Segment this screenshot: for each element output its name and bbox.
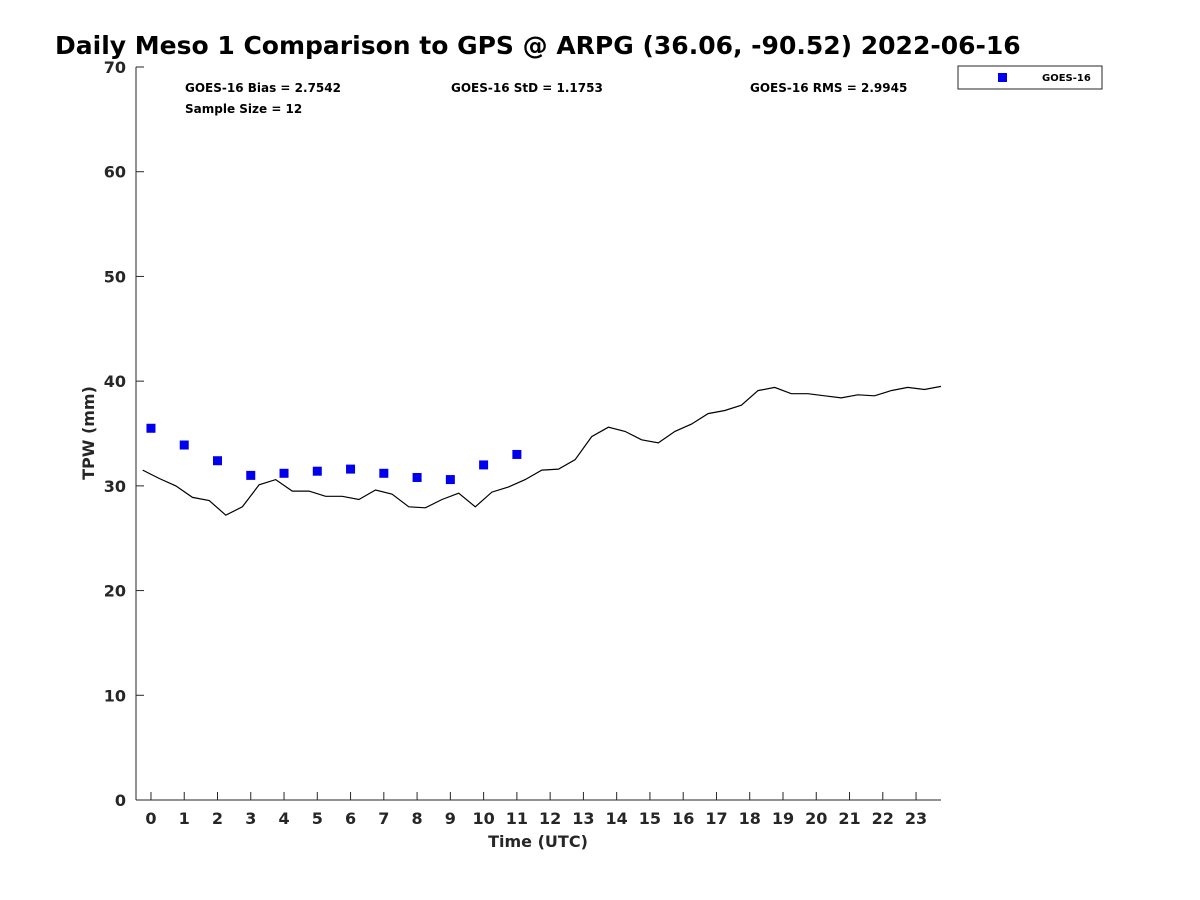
series-line [142, 385, 942, 516]
x-tick-label: 4 [278, 809, 289, 828]
x-tick-label: 18 [739, 809, 761, 828]
x-tick-label: 22 [872, 809, 894, 828]
x-tick-label: 5 [312, 809, 323, 828]
x-tick-label: 11 [506, 809, 528, 828]
data-point-goes16 [312, 466, 322, 476]
series-points-group [146, 423, 522, 485]
x-tick-label: 6 [345, 809, 356, 828]
x-tick-label: 10 [472, 809, 494, 828]
x-tick-label: 0 [145, 809, 156, 828]
stat-bias: GOES-16 Bias = 2.7542 [185, 81, 341, 95]
y-tick-label: 70 [104, 58, 126, 77]
x-tick-label: 3 [245, 809, 256, 828]
y-tick-label: 20 [104, 582, 126, 601]
x-tick-label: 1 [179, 809, 190, 828]
data-point-goes16 [146, 423, 156, 433]
data-point-goes16 [179, 440, 189, 450]
x-tick-label: 21 [838, 809, 860, 828]
data-point-goes16 [246, 470, 256, 480]
legend-box [957, 65, 1103, 90]
legend-marker-goes16 [998, 73, 1007, 82]
x-tick-label: 9 [445, 809, 456, 828]
stat-rms: GOES-16 RMS = 2.9945 [750, 81, 907, 95]
y-tick-label: 10 [104, 686, 126, 705]
y-tick-label: 40 [104, 372, 126, 391]
x-tick-label: 13 [572, 809, 594, 828]
chart-title: Daily Meso 1 Comparison to GPS @ ARPG (3… [55, 31, 1021, 60]
x-tick-label: 12 [539, 809, 561, 828]
x-tick-label: 17 [705, 809, 727, 828]
data-point-goes16 [212, 456, 222, 466]
y-ticks-group: 0 10 20 30 40 50 60 70 [104, 58, 144, 810]
x-tick-label: 8 [412, 809, 423, 828]
data-point-goes16 [279, 468, 289, 478]
x-axis-label: Time (UTC) [488, 832, 588, 851]
data-point-goes16 [479, 460, 489, 470]
legend: GOES-16 [957, 65, 1103, 90]
plot-background [136, 67, 941, 800]
x-tick-label: 7 [378, 809, 389, 828]
x-tick-label: 19 [772, 809, 794, 828]
y-tick-label: 50 [104, 267, 126, 286]
legend-label-goes16: GOES-16 [1042, 73, 1091, 84]
y-tick-label: 0 [115, 791, 126, 810]
data-point-goes16 [412, 472, 422, 482]
y-tick-label: 30 [104, 477, 126, 496]
data-point-goes16 [445, 475, 455, 485]
x-tick-label: 23 [905, 809, 927, 828]
data-point-goes16 [346, 464, 356, 474]
stat-sample-size: Sample Size = 12 [185, 102, 302, 116]
data-point-goes16 [512, 449, 522, 459]
x-tick-label: 2 [212, 809, 223, 828]
x-tick-label: 16 [672, 809, 694, 828]
data-point-goes16 [379, 468, 389, 478]
series-line-group [142, 385, 942, 516]
y-axis-label: TPW (mm) [79, 386, 98, 480]
y-tick-label: 60 [104, 163, 126, 182]
x-ticks-group: 0 1 2 3 4 5 6 7 8 9 10 11 12 13 14 15 16 17 18 19 20 21 22 23 [145, 792, 927, 828]
x-tick-label: 15 [639, 809, 661, 828]
x-tick-label: 20 [805, 809, 827, 828]
x-tick-label: 14 [606, 809, 628, 828]
stat-std: GOES-16 StD = 1.1753 [451, 81, 603, 95]
